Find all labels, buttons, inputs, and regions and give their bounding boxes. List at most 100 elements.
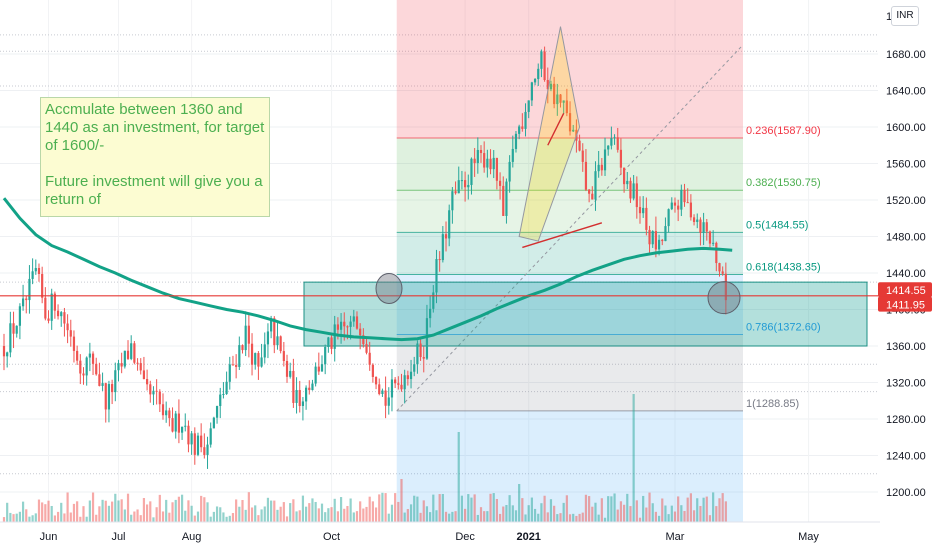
volume-bar <box>362 508 365 524</box>
candle-body <box>498 180 502 186</box>
volume-bar <box>355 511 359 524</box>
candle-body <box>464 180 467 188</box>
volume-bar <box>394 493 397 524</box>
candle-body <box>72 336 76 351</box>
candle-body <box>212 417 215 429</box>
candle-body <box>235 365 238 367</box>
candle-body <box>247 325 250 344</box>
candle-body <box>130 343 133 359</box>
candle-body <box>400 384 403 390</box>
volume-bar <box>292 499 295 524</box>
volume-bar <box>533 508 537 524</box>
volume-bar <box>238 506 241 524</box>
candle-body <box>171 418 174 432</box>
volume-bar <box>572 513 575 524</box>
time-tick-label: Jul <box>111 531 125 543</box>
candle-body <box>518 126 521 134</box>
candle-body <box>670 202 673 210</box>
candle-body <box>495 157 498 181</box>
candle-body <box>610 138 613 146</box>
candle-body <box>314 366 317 384</box>
candle-body <box>158 391 161 405</box>
currency-button[interactable]: INR <box>891 6 919 26</box>
candle-body <box>263 344 266 358</box>
candle-body <box>696 219 699 222</box>
candle-body <box>254 353 257 365</box>
candle-body <box>654 231 657 250</box>
candle-body <box>546 80 549 90</box>
candle-body <box>397 383 400 385</box>
volume-bar <box>457 432 460 524</box>
volume-bar <box>498 513 502 524</box>
candle-body <box>623 167 626 185</box>
volume-bar <box>161 511 165 524</box>
volume-bar <box>464 508 467 524</box>
volume-bar <box>613 493 616 524</box>
candle-body <box>276 336 279 346</box>
fib-band <box>396 274 743 335</box>
fibonacci-retracement: 0.236(1587.90) 0.382(1530.75) 0.5(1484.55)… <box>396 0 821 522</box>
volume-bar <box>584 494 588 524</box>
candle-body <box>12 323 15 334</box>
candlesticks <box>2 46 727 469</box>
candle-body <box>492 157 495 170</box>
volume-bar <box>104 500 107 524</box>
volume-bar <box>374 507 378 524</box>
volume-bar <box>524 514 527 524</box>
candle-body <box>556 94 559 105</box>
candle-body <box>228 364 231 382</box>
volume-bar <box>187 500 190 524</box>
price-tick-label: 1240.00 <box>886 451 926 463</box>
volume-bar <box>79 516 82 524</box>
candle-body <box>289 370 292 377</box>
candle-body <box>6 352 9 357</box>
candle-body <box>451 191 454 211</box>
candle-body <box>390 379 394 398</box>
volume-bar <box>6 502 9 524</box>
candle-body <box>591 193 594 200</box>
candle-body <box>104 383 107 410</box>
volume-bar <box>425 506 429 524</box>
time-tick-label: Oct <box>323 531 340 543</box>
volume-bar <box>527 505 530 524</box>
candle-body <box>422 357 425 359</box>
annotation-note[interactable]: Accmulate between 1360 and 1440 as an in… <box>40 97 270 217</box>
volume-bar <box>581 512 584 524</box>
candle-body <box>413 364 416 372</box>
candle-body <box>333 324 336 349</box>
volume-bar <box>18 511 21 524</box>
price-axis-background <box>880 0 932 550</box>
volume-bar <box>28 516 31 524</box>
volume-bar <box>82 506 85 524</box>
candle-body <box>479 149 483 154</box>
candle-body <box>355 316 359 329</box>
time-axis-background <box>0 522 880 550</box>
volume-bar <box>600 498 603 524</box>
volume-bar <box>279 506 282 524</box>
candle-body <box>244 325 247 351</box>
candle-body <box>292 370 295 403</box>
candle-body <box>21 298 25 307</box>
candle-body <box>514 133 518 149</box>
candle-body <box>133 343 136 363</box>
volume-bar <box>683 510 686 524</box>
fib-band-extension <box>396 410 743 522</box>
volume-bar <box>219 507 222 524</box>
volume-bar <box>327 508 330 524</box>
candle-body <box>409 371 413 380</box>
volume-bar <box>123 509 126 524</box>
volume-bar <box>168 512 171 524</box>
candle-body <box>346 326 349 328</box>
price-tag-label: 1411.95 <box>886 300 925 312</box>
volume-bar <box>149 501 152 524</box>
time-tick-label: 2021 <box>516 531 540 543</box>
time-tick-label: Dec <box>455 531 475 543</box>
volume-bar <box>177 496 180 524</box>
volume-bar <box>556 514 559 524</box>
candle-body <box>619 149 623 168</box>
volume-bar <box>114 493 117 524</box>
candle-body <box>648 229 651 245</box>
candle-body <box>146 379 149 385</box>
volume-bar <box>330 507 333 524</box>
